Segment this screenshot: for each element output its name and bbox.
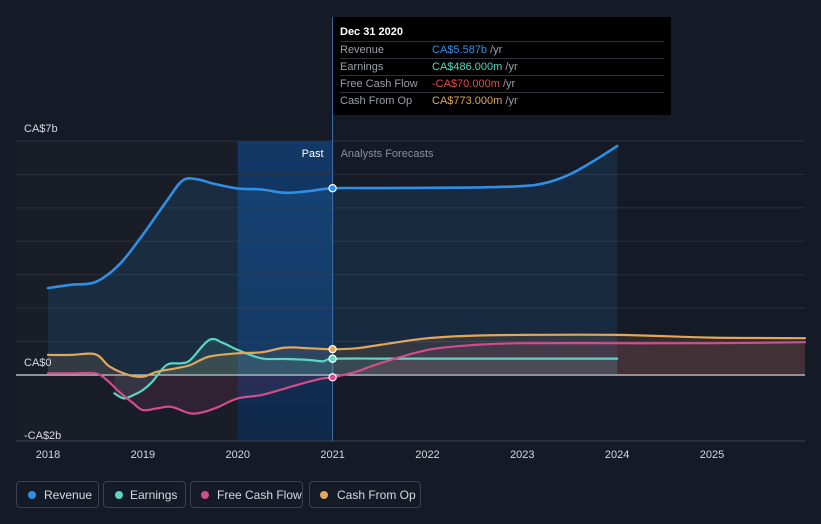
x-tick-label: 2018 xyxy=(36,449,60,461)
series-area-free-cash-flow xyxy=(48,342,805,414)
x-tick-label: 2019 xyxy=(131,449,155,461)
x-tick-label: 2023 xyxy=(510,449,534,461)
tooltip-value: -CA$70.000m xyxy=(432,78,500,90)
series-line-free-cash-flow xyxy=(46,341,807,415)
revenue-dot-icon xyxy=(28,491,36,499)
series-line-cash-from-op xyxy=(46,333,807,378)
past-label: Past xyxy=(302,148,324,160)
series-line-earnings xyxy=(113,337,619,400)
legend-label: Earnings xyxy=(130,488,178,502)
y-tick-label: -CA$2b xyxy=(24,430,61,442)
tooltip-unit: /yr xyxy=(505,61,518,73)
free-cash-flow-dot-icon xyxy=(201,491,209,499)
tooltip-date: Dec 31 2020 xyxy=(340,26,403,38)
tooltip-value: CA$773.000m xyxy=(432,95,503,107)
series-area-revenue xyxy=(48,146,618,375)
tooltip-label: Cash From Op xyxy=(340,95,413,107)
cash-from-op-dot-icon xyxy=(320,491,328,499)
series-markers xyxy=(328,184,337,382)
legend-item-free-cash-flow[interactable]: Free Cash Flow xyxy=(190,481,303,508)
x-tick-label: 2024 xyxy=(605,449,629,461)
legend-item-revenue[interactable]: Revenue xyxy=(16,481,99,508)
forecast-label: Analysts Forecasts xyxy=(341,148,434,160)
legend-label: Cash From Op xyxy=(337,488,416,502)
legend-item-earnings[interactable]: Earnings xyxy=(103,481,186,508)
series-marker-revenue xyxy=(328,184,337,193)
tooltip-unit: /yr xyxy=(502,78,516,90)
tooltip-unit: /yr xyxy=(505,95,518,107)
earnings-dot-icon xyxy=(115,491,123,499)
y-tick-label: CA$7b xyxy=(24,123,58,135)
tooltip-label: Free Cash Flow xyxy=(340,78,418,90)
legend-label: Free Cash Flow xyxy=(217,488,302,502)
tooltip-row-free-cash-flow: Free Cash Flow -CA$70.000m /yr xyxy=(340,75,664,92)
x-tick-label: 2022 xyxy=(415,449,439,461)
y-tick-label: CA$0 xyxy=(24,357,52,369)
series-area-cash-from-op xyxy=(48,334,805,377)
series-marker-cash-from-op xyxy=(328,344,337,354)
series-marker-free-cash-flow xyxy=(328,373,337,382)
tooltip-value: CA$486.000m xyxy=(432,61,503,73)
tooltip-label: Earnings xyxy=(340,61,384,73)
series-lines xyxy=(46,144,807,415)
x-tick-label: 2020 xyxy=(225,449,249,461)
tooltip-label: Revenue xyxy=(340,44,385,56)
series-line-revenue xyxy=(46,144,619,290)
tooltip-row-earnings: Earnings CA$486.000m /yr xyxy=(340,58,664,75)
tooltip-row-cash-from-op: Cash From Op CA$773.000m /yr xyxy=(340,92,664,109)
tooltip-row-revenue: Revenue CA$5.587b /yr xyxy=(340,41,664,58)
x-tick-label: 2025 xyxy=(700,449,724,461)
series-marker-earnings xyxy=(328,354,337,363)
x-tick-label: 2021 xyxy=(320,449,344,461)
tooltip-value: CA$5.587b xyxy=(432,44,488,56)
legend-label: Revenue xyxy=(44,488,93,502)
axis-labels: CA$7b CA$0 -CA$2b 2018 2019 2020 2021 2022 2023 2… xyxy=(24,123,724,461)
tooltip-unit: /yr xyxy=(490,44,503,56)
tooltip: Dec 31 2020 Revenue CA$5.587b /yr Earnin… xyxy=(333,17,671,115)
legend-item-cash-from-op[interactable]: Cash From Op xyxy=(309,481,421,508)
